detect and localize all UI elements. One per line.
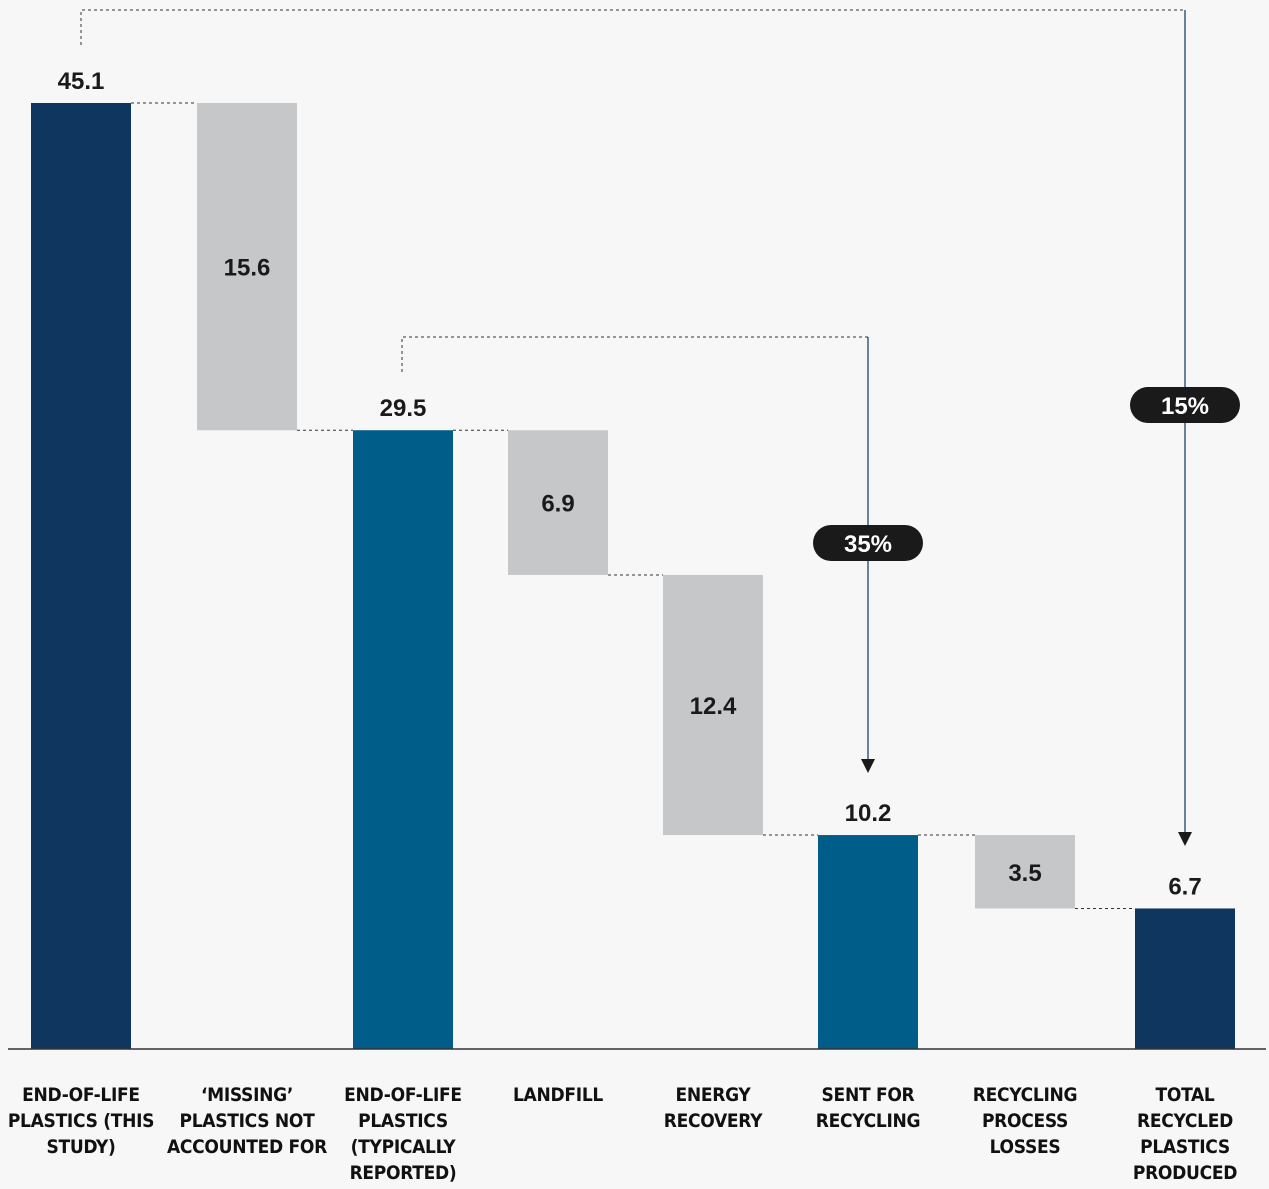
percentage-pill bbox=[1130, 387, 1240, 423]
percentage-pill bbox=[813, 525, 923, 561]
percentage-label: 35% bbox=[844, 531, 892, 558]
connector-lines bbox=[131, 102, 1135, 909]
arrow-head-icon bbox=[1178, 832, 1192, 846]
annotation-dashed-bracket bbox=[401, 336, 868, 372]
category-label: LANDFILL bbox=[512, 1084, 604, 1106]
total-bar bbox=[1135, 908, 1235, 1049]
value-label: 10.2 bbox=[845, 800, 892, 827]
value-label: 6.7 bbox=[1168, 873, 1201, 900]
decrease-bar bbox=[975, 835, 1075, 909]
total-bar bbox=[818, 835, 918, 1049]
value-label: 29.5 bbox=[380, 395, 427, 422]
value-label: 45.1 bbox=[58, 68, 105, 95]
bars bbox=[31, 103, 1235, 1050]
total-bar bbox=[353, 430, 453, 1050]
decrease-bar bbox=[508, 430, 608, 575]
value-label: 12.4 bbox=[690, 693, 737, 720]
percentage-annotation: 35% bbox=[401, 336, 923, 773]
decrease-bar bbox=[663, 574, 763, 836]
value-labels: 45.1 15.6 29.5 6.9 12.4 10.2 3.5 6.7 bbox=[58, 68, 1202, 900]
annotation-dashed-bracket bbox=[80, 9, 1185, 45]
value-label: 6.9 bbox=[541, 491, 574, 518]
percentage-annotation: 15% bbox=[80, 9, 1240, 846]
value-label: 3.5 bbox=[1008, 860, 1041, 887]
value-label: 15.6 bbox=[224, 255, 271, 282]
category-label: END-OF-LIFE PLASTICS (THIS STUDY) bbox=[7, 1084, 155, 1158]
percentage-annotations: 35% 15% bbox=[80, 9, 1240, 846]
category-label: SENT FOR RECYCLING bbox=[815, 1084, 921, 1132]
total-bar bbox=[31, 103, 131, 1049]
category-label: TOTAL RECYCLED PLASTICS PRODUCED bbox=[1132, 1084, 1238, 1184]
arrow-head-icon bbox=[861, 759, 875, 773]
category-label: RECYCLING PROCESS LOSSES bbox=[972, 1084, 1078, 1158]
percentage-label: 15% bbox=[1161, 393, 1209, 420]
decrease-bar bbox=[197, 103, 297, 431]
category-label: ‘MISSING’ PLASTICS NOT ACCOUNTED FOR bbox=[167, 1084, 327, 1158]
category-label: END-OF-LIFE PLASTICS (TYPICALLY REPORTED… bbox=[344, 1084, 462, 1184]
category-label: ENERGY RECOVERY bbox=[663, 1084, 763, 1132]
